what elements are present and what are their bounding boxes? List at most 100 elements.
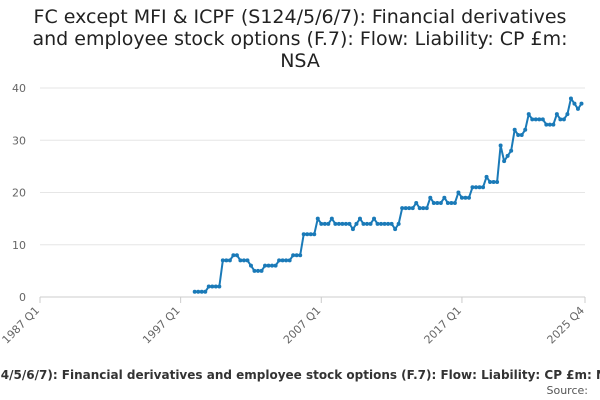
data-point[interactable] xyxy=(505,153,510,158)
data-point[interactable] xyxy=(259,268,264,273)
data-point[interactable] xyxy=(403,206,408,211)
data-point[interactable] xyxy=(220,258,225,263)
data-point[interactable] xyxy=(568,96,573,101)
data-point[interactable] xyxy=(379,221,384,226)
data-point[interactable] xyxy=(308,232,313,237)
data-point[interactable] xyxy=(459,195,464,200)
data-point[interactable] xyxy=(389,221,394,226)
data-point[interactable] xyxy=(238,258,243,263)
data-point[interactable] xyxy=(368,221,373,226)
data-point[interactable] xyxy=(540,117,545,122)
data-point[interactable] xyxy=(544,122,549,127)
data-point[interactable] xyxy=(287,258,292,263)
data-point[interactable] xyxy=(558,117,563,122)
data-point[interactable] xyxy=(231,253,236,258)
data-point[interactable] xyxy=(435,200,440,205)
data-point[interactable] xyxy=(340,221,345,226)
data-point[interactable] xyxy=(498,143,503,148)
data-point[interactable] xyxy=(565,112,570,117)
data-point[interactable] xyxy=(495,180,500,185)
data-point[interactable] xyxy=(270,263,275,268)
data-point[interactable] xyxy=(509,148,514,153)
data-point[interactable] xyxy=(396,221,401,226)
data-point[interactable] xyxy=(474,185,478,190)
data-point[interactable] xyxy=(533,117,538,122)
data-point[interactable] xyxy=(294,253,299,258)
data-point[interactable] xyxy=(481,185,486,190)
data-point[interactable] xyxy=(537,117,542,122)
data-point[interactable] xyxy=(523,127,528,132)
data-point[interactable] xyxy=(347,221,352,226)
data-point[interactable] xyxy=(357,216,362,221)
data-point[interactable] xyxy=(372,216,377,221)
data-point[interactable] xyxy=(516,133,521,138)
data-point[interactable] xyxy=(248,263,253,268)
data-point[interactable] xyxy=(449,200,454,205)
data-point[interactable] xyxy=(199,289,204,294)
data-point[interactable] xyxy=(466,195,471,200)
data-point[interactable] xyxy=(421,206,426,211)
data-point[interactable] xyxy=(319,221,324,226)
data-point[interactable] xyxy=(266,263,271,268)
data-point[interactable] xyxy=(326,221,331,226)
data-point[interactable] xyxy=(400,206,405,211)
data-point[interactable] xyxy=(256,268,260,273)
data-point[interactable] xyxy=(203,289,208,294)
data-point[interactable] xyxy=(206,284,211,289)
data-point[interactable] xyxy=(456,190,461,195)
data-point[interactable] xyxy=(315,216,320,221)
data-point[interactable] xyxy=(554,112,559,117)
data-point[interactable] xyxy=(196,289,201,294)
data-point[interactable] xyxy=(393,227,398,232)
data-point[interactable] xyxy=(579,101,584,106)
data-point[interactable] xyxy=(329,216,334,221)
data-point[interactable] xyxy=(241,258,246,263)
data-point[interactable] xyxy=(386,221,391,226)
data-point[interactable] xyxy=(417,206,422,211)
data-point[interactable] xyxy=(234,253,239,258)
data-point[interactable] xyxy=(547,122,552,127)
data-point[interactable] xyxy=(252,268,257,273)
data-point[interactable] xyxy=(192,289,197,294)
data-point[interactable] xyxy=(424,206,429,211)
data-point[interactable] xyxy=(210,284,215,289)
data-point[interactable] xyxy=(217,284,222,289)
data-point[interactable] xyxy=(428,195,433,200)
data-point[interactable] xyxy=(491,180,496,185)
data-point[interactable] xyxy=(277,258,282,263)
data-point[interactable] xyxy=(263,263,268,268)
data-point[interactable] xyxy=(343,221,348,226)
data-point[interactable] xyxy=(530,117,535,122)
data-point[interactable] xyxy=(361,221,366,226)
data-point[interactable] xyxy=(502,159,507,164)
data-point[interactable] xyxy=(213,284,218,289)
data-point[interactable] xyxy=(245,258,250,263)
data-point[interactable] xyxy=(305,232,310,237)
data-point[interactable] xyxy=(519,133,524,138)
data-point[interactable] xyxy=(442,195,447,200)
data-point[interactable] xyxy=(414,200,419,205)
data-point[interactable] xyxy=(575,106,580,111)
data-point[interactable] xyxy=(551,122,556,127)
data-point[interactable] xyxy=(365,221,369,226)
data-point[interactable] xyxy=(561,117,566,122)
data-point[interactable] xyxy=(333,221,338,226)
data-point[interactable] xyxy=(354,221,359,226)
data-point[interactable] xyxy=(224,258,229,263)
data-point[interactable] xyxy=(488,180,493,185)
data-point[interactable] xyxy=(312,232,317,237)
data-point[interactable] xyxy=(431,200,436,205)
data-point[interactable] xyxy=(477,185,482,190)
data-point[interactable] xyxy=(298,253,303,258)
data-point[interactable] xyxy=(445,200,450,205)
data-point[interactable] xyxy=(572,101,577,106)
data-point[interactable] xyxy=(291,253,296,258)
data-point[interactable] xyxy=(280,258,285,263)
data-point[interactable] xyxy=(512,127,517,132)
data-point[interactable] xyxy=(375,221,380,226)
data-point[interactable] xyxy=(407,206,412,211)
data-point[interactable] xyxy=(227,258,232,263)
data-point[interactable] xyxy=(273,263,278,268)
data-point[interactable] xyxy=(350,227,355,232)
data-point[interactable] xyxy=(284,258,289,263)
